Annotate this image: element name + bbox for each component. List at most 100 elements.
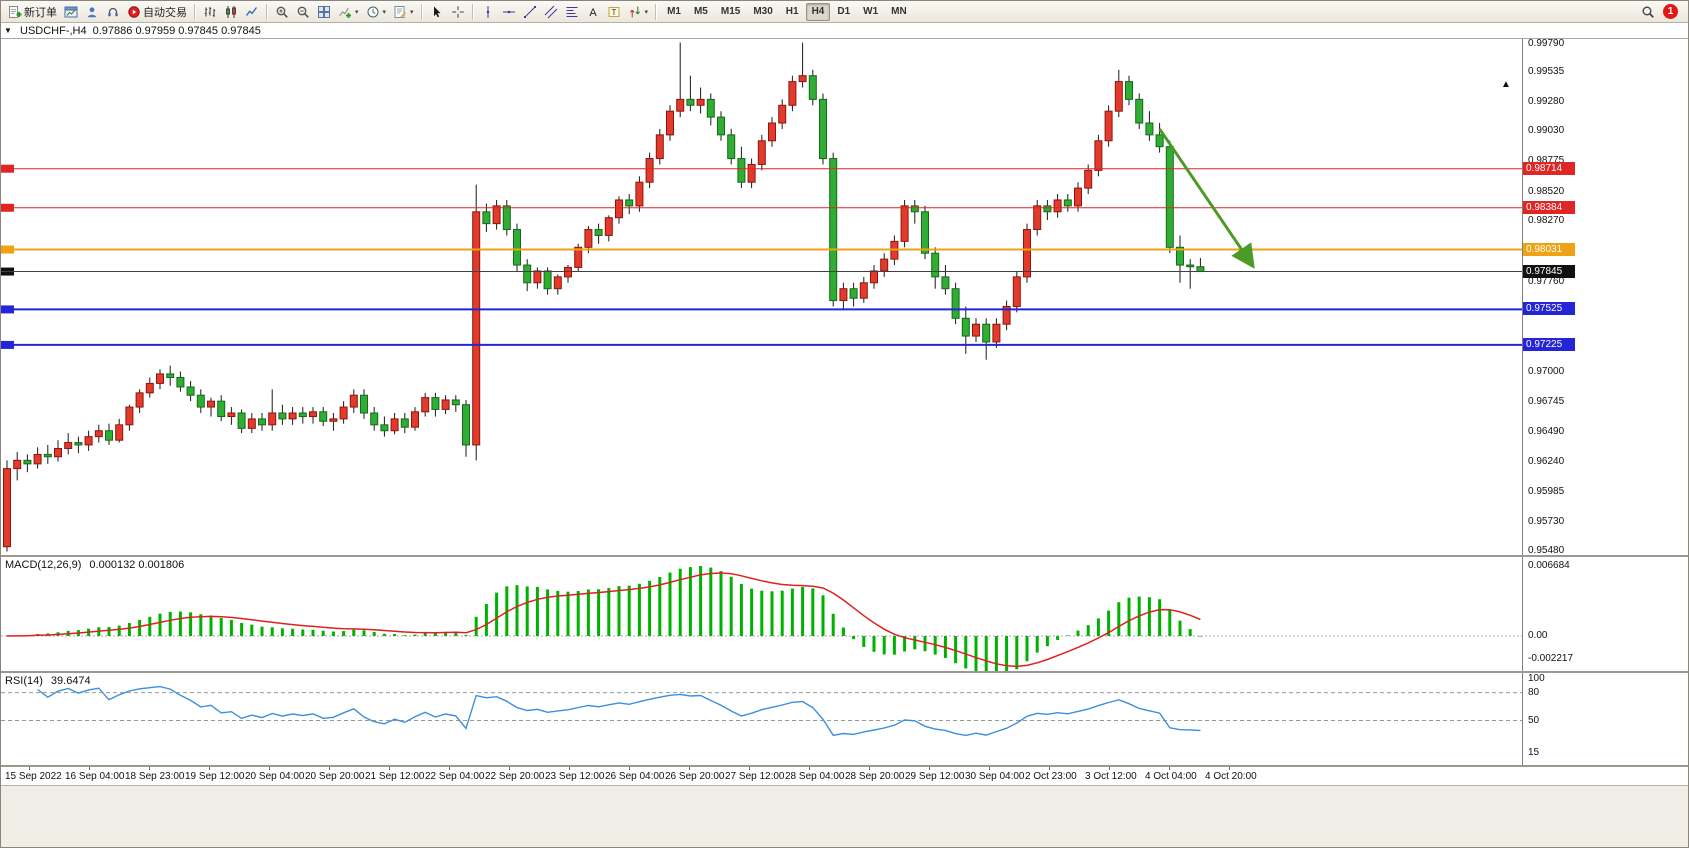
trendline-button[interactable] (520, 2, 540, 22)
vertical-line-button[interactable] (478, 2, 498, 22)
rsi-axis-tick: 15 (1528, 747, 1540, 759)
rsi-value: 39.6474 (50, 675, 91, 687)
macd-histogram-bar (280, 628, 284, 636)
panel-splitter[interactable] (1, 765, 1688, 767)
price-axis[interactable]: 0.99790 0.99535 0.99280 0.99030 0.98775 0.985… (1522, 39, 1688, 555)
panel-splitter[interactable] (1, 555, 1688, 557)
zoom-in-button[interactable] (272, 2, 292, 22)
timeframe-w1-button[interactable]: W1 (863, 5, 879, 17)
candle-body (278, 412, 287, 420)
time-label: 26 Sep 04:00 (605, 771, 665, 782)
price-tick: 0.96490 (1528, 425, 1565, 437)
equidistant-channel-button[interactable] (541, 2, 561, 22)
timeframe-h1-button[interactable]: H1 (785, 5, 799, 17)
collapse-chart-icon[interactable]: ▼ (4, 26, 12, 35)
timeframe-h4-button[interactable]: H4 (805, 2, 831, 21)
macd-panel[interactable] (1, 557, 1522, 671)
candlestick-mode-button[interactable] (221, 2, 241, 22)
notification-badge[interactable]: 1 (1663, 4, 1678, 19)
candle-body (1155, 134, 1164, 148)
rsi-label: RSI(14) 39.6474 (5, 675, 91, 687)
price-tick: 0.99030 (1528, 125, 1565, 137)
fibonacci-button[interactable] (562, 2, 582, 22)
timeframe-m30-button[interactable]: M30 (753, 5, 773, 17)
time-tick (869, 767, 870, 770)
time-tick (809, 767, 810, 770)
candle-body (553, 276, 562, 290)
tile-windows-button[interactable] (314, 2, 334, 22)
chevron-down-icon[interactable]: ▾ (382, 8, 387, 16)
candle-body (217, 400, 226, 418)
chevron-down-icon[interactable]: ▾ (644, 8, 649, 16)
templates-button[interactable]: ▾ (390, 2, 417, 22)
rsi-line (37, 685, 1201, 737)
clock-icon (366, 5, 380, 19)
chart-window-button[interactable] (61, 2, 81, 22)
macd-histogram-bar (923, 636, 927, 652)
timeframe-m15-button[interactable]: M15 (720, 5, 741, 17)
macd-histogram-bar (729, 576, 733, 636)
indicators-button[interactable]: ▾ (335, 2, 362, 22)
crosshair-button[interactable] (448, 2, 468, 22)
macd-histogram-bar (1107, 610, 1111, 636)
candle-body (186, 386, 195, 396)
rsi-panel[interactable] (1, 673, 1522, 765)
timeframe-mn-button[interactable]: MN (891, 5, 907, 17)
auto-trading-button[interactable]: 自动交易 (124, 2, 190, 22)
cursor-button[interactable] (427, 2, 447, 22)
main-toolbar: 新订单 自动交易 ▾ ▾ ▾ A T ▾ M1 M5 M15 M30 H1 H4 D1 W1 MN 1 (1, 1, 1688, 23)
macd-histogram-bar (688, 567, 692, 636)
chevron-down-icon[interactable]: ▾ (410, 8, 414, 16)
time-tick (29, 767, 30, 770)
zoom-out-button[interactable] (293, 2, 313, 22)
tile-icon (317, 5, 331, 19)
search-button[interactable] (1638, 2, 1658, 22)
market-watch-button[interactable] (82, 2, 102, 22)
periods-button[interactable]: ▾ (363, 2, 390, 22)
macd-histogram-bar (331, 631, 335, 636)
line-chart-mode-button[interactable] (242, 2, 262, 22)
time-label: 19 Sep 12:00 (185, 771, 245, 782)
text-button[interactable]: A (583, 2, 603, 22)
panel-splitter[interactable] (1, 671, 1688, 673)
shift-end-marker[interactable]: ▲ (1501, 79, 1511, 90)
timeframe-m5-button[interactable]: M5 (693, 5, 708, 17)
time-tick (149, 767, 150, 770)
toolbar-separator (194, 3, 196, 20)
bar-chart-mode-button[interactable] (200, 2, 220, 22)
macd-histogram-bar (1076, 630, 1080, 636)
macd-histogram-bar (566, 591, 570, 636)
text-label-button[interactable]: T (604, 2, 624, 22)
time-axis[interactable]: 15 Sep 2022 16 Sep 04:00 18 Sep 23:00 19 Se… (1, 767, 1688, 785)
candle-body (166, 373, 175, 378)
macd-histogram-bar (719, 571, 723, 636)
rsi-axis[interactable]: 100 80 50 15 (1522, 673, 1688, 765)
price-tick: 0.99790 (1528, 39, 1565, 49)
timeframe-m1-button[interactable]: M1 (667, 5, 681, 17)
macd-histogram-bar (627, 585, 631, 636)
macd-axis[interactable]: 0.006684 0.00 -0.002217 (1522, 557, 1688, 671)
macd-histogram-bar (648, 580, 652, 636)
chevron-down-icon[interactable]: ▾ (355, 8, 359, 16)
rsi-name: RSI(14) (5, 675, 43, 687)
main-candlestick-chart[interactable]: ▲ (1, 39, 1522, 555)
macd-histogram-bar (637, 583, 641, 636)
macd-histogram-bar (495, 592, 499, 636)
horizontal-line-button[interactable] (499, 2, 519, 22)
candle-body (360, 394, 368, 414)
candle-body (1053, 199, 1062, 213)
arrow-objects-button[interactable]: ▾ (625, 2, 652, 22)
candle-body (298, 412, 307, 418)
macd-histogram-bar (382, 633, 386, 636)
macd-histogram-bar (464, 634, 468, 636)
price-tick: 0.98775 (1528, 155, 1564, 166)
time-label: 28 Sep 04:00 (785, 771, 845, 782)
macd-histogram-bar (107, 627, 111, 636)
candle-body (717, 116, 725, 136)
new-order-button[interactable]: 新订单 (5, 2, 60, 22)
timeframe-d1-button[interactable]: D1 (837, 5, 851, 17)
macd-histogram-bar (882, 636, 886, 655)
expert-advisors-button[interactable] (103, 2, 123, 22)
trend-arrow-annotation[interactable] (1158, 128, 1255, 269)
